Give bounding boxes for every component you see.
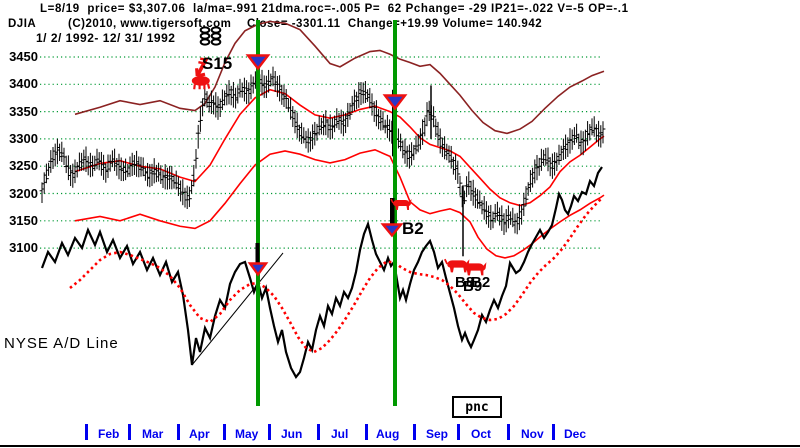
ticker-box-label: pnc (465, 399, 489, 415)
month-tick (552, 424, 555, 440)
bull-icon (390, 198, 412, 210)
y-axis-label: 3300 (9, 130, 38, 146)
bottom-border (0, 445, 800, 447)
month-tick (268, 424, 271, 440)
y-axis-label: 3450 (9, 49, 38, 64)
indicator-readout-line: L=8/19 price= $3,307.06 la/ma=.991 21dma… (40, 3, 629, 15)
buy-signal-label: B2 (402, 219, 424, 238)
month-label: Dec (564, 427, 587, 441)
month-label: May (235, 427, 259, 441)
y-axis-label: 3400 (9, 76, 38, 92)
buy-signal-cluster-label: B2 (471, 274, 491, 291)
month-label: Nov (521, 427, 544, 441)
buy-signal-cluster-label: B9 (463, 278, 483, 295)
month-tick (457, 424, 460, 440)
month-tick (128, 424, 131, 440)
sell-signal-label: S15 (202, 54, 233, 73)
stacked-discs-icon (199, 26, 223, 51)
month-label: Jun (281, 427, 303, 441)
y-axis-label: 3150 (9, 212, 38, 228)
month-label: Apr (189, 427, 210, 441)
month-tick (177, 424, 180, 440)
bull-icon (460, 261, 487, 276)
ticker-box-pnc[interactable]: pnc (452, 396, 502, 418)
buy-signal-cluster-label: B8 (455, 274, 475, 291)
bear-arrow-icon (191, 57, 211, 90)
y-axis-label: 3200 (9, 185, 38, 201)
month-tick (507, 424, 510, 440)
month-label: Oct (471, 427, 492, 441)
month-tick (85, 424, 88, 440)
month-tick (413, 424, 416, 440)
date-range-label: 1/ 2/ 1992- 12/ 31/ 1992 (36, 31, 176, 45)
month-label: Feb (98, 427, 120, 441)
month-tick (317, 424, 320, 440)
month-label: Jul (331, 427, 349, 441)
bull-icon (443, 258, 470, 273)
symbol-label: DJIA (8, 18, 37, 30)
month-label: Aug (376, 427, 400, 441)
y-axis-label: 3350 (9, 103, 38, 119)
month-tick (365, 424, 368, 440)
month-tick (223, 424, 226, 440)
y-axis-label: 3100 (9, 240, 38, 256)
y-axis-label: 3250 (9, 158, 38, 174)
month-label: Mar (142, 427, 164, 441)
ad-line-title: NYSE A/D Line (4, 335, 119, 352)
month-label: Sep (426, 427, 449, 441)
